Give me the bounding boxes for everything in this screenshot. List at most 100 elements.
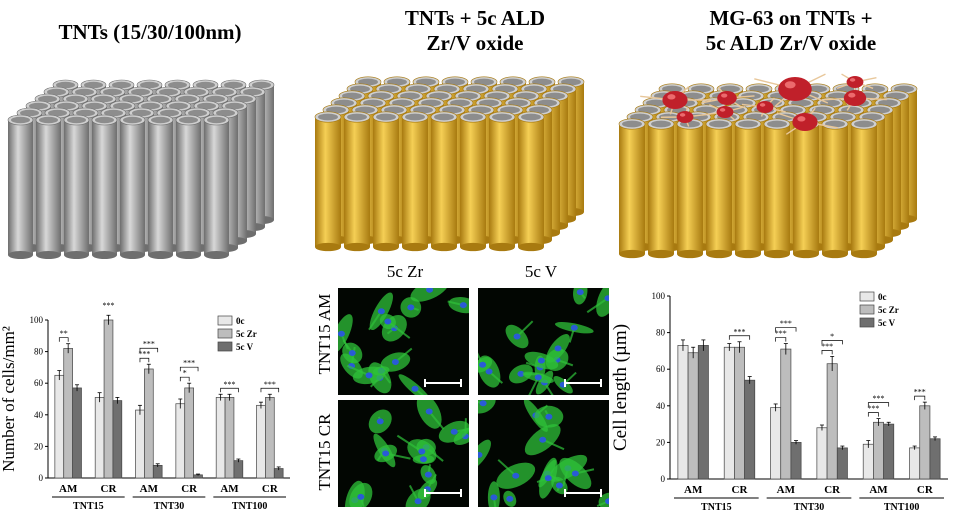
nanotube [401,111,429,252]
legend-swatch [859,304,875,315]
significance-stars: *** [873,394,885,403]
legend-swatch [217,328,233,339]
x-tick-label: AM [869,484,888,496]
cell [420,464,437,485]
bar-0c [816,427,828,480]
cell [438,420,469,443]
cell-count-chart: 0 20 40 60 80 100 Number of cells/mm² AM CR AM CR A… [0,301,290,512]
significance-stars: *** [780,319,792,328]
title-cells-line2: 5c ALD Zr/V oxide [705,31,877,55]
bar-5c-zr [63,348,73,479]
significance-marker: *** [103,301,115,310]
significance-stars: ** [60,329,68,338]
nanotube [430,111,458,252]
bar-5c-zr [919,405,931,480]
y-tick-label: 80 [34,347,44,357]
x-tick-label: CR [732,484,749,496]
cell [823,85,887,111]
bar-5c-zr [265,397,275,479]
cell [551,476,568,495]
x-tick-label: AM [684,484,703,496]
y-tick-label: 20 [34,441,44,451]
cell [380,347,413,372]
legend-swatch [217,341,233,352]
nanotube [119,114,146,259]
title-coated-tnts: TNTs + 5c ALD Zr/V oxide [320,6,630,56]
cell [536,457,558,499]
cell [505,320,534,349]
group-label: TNT30 [154,501,185,512]
bar-5c-zr [687,352,699,480]
bar-5c-v [883,423,895,480]
legend-swatch [217,315,233,326]
bar-5c-zr [103,319,114,479]
significance-stars: *** [224,380,236,389]
cell [346,364,386,385]
cell [379,314,411,339]
x-tick-label: CR [181,483,198,495]
bar-5c-zr [734,346,745,480]
nanotube [792,118,820,259]
nanotube [91,114,118,259]
legend-label: 5c V [878,318,896,328]
significance-stars: *** [138,350,150,359]
cell [586,288,609,317]
significance-marker: *** [821,342,833,355]
nanotube [821,118,849,259]
y-axis-label: Number of cells/mm² [0,326,18,472]
scale-bar [424,489,462,497]
cell [701,86,755,109]
cell [342,339,363,364]
y-tick-label: 20 [656,437,666,447]
nanotube [7,114,34,259]
cell [496,459,536,489]
bar-0c [54,374,65,479]
significance-marker: *** [775,319,797,332]
bar-5c-zr [224,397,235,479]
cell [776,107,839,135]
x-tick-label: AM [59,483,78,495]
bar-5c-zr [826,363,838,480]
legend-swatch [859,291,875,302]
cell [661,107,709,127]
cells-on-nanotube-array-illustration [618,73,918,259]
significance-marker: *** [728,327,751,340]
bar-5c-v [744,379,756,480]
y-tick-label: 40 [656,401,666,411]
significance-stars: * [183,369,187,378]
nanotube [35,114,62,259]
significance-stars: *** [183,359,195,368]
group-label: TNT100 [232,501,268,512]
cell [522,371,554,395]
significance-stars: *** [867,404,879,413]
bar-0c [215,397,226,479]
significance-marker: *** [867,404,879,417]
x-tick-label: CR [917,484,934,496]
y-tick-label: 0 [39,473,44,483]
bar-5c-v [72,387,82,479]
legend-label: 0c [878,292,887,302]
significance-marker: *** [260,380,280,393]
micrograph-cr-v [478,400,609,507]
coated-nanotube-array-illustration [314,76,585,252]
cell [368,409,392,434]
cell [368,292,393,331]
cell [410,288,449,302]
legend: 0c 5c Zr 5c V [217,315,257,352]
significance-stars: *** [143,340,155,349]
nanotube [705,118,733,259]
bar-5c-v [929,438,941,480]
y-tick-label: 100 [30,315,44,325]
y-axis-label: Cell length (µm) [612,324,631,451]
cell [478,352,493,373]
cell [546,334,570,363]
bar-0c [135,409,145,479]
bar-5c-v [233,460,244,479]
group-label: TNT15 [701,502,732,513]
legend-label: 5c Zr [236,329,257,339]
legend-swatch [859,317,875,328]
y-tick-label: 100 [652,291,666,301]
cell [349,482,373,507]
x-tick-label: CR [824,484,841,496]
bar-5c-zr [780,348,792,480]
